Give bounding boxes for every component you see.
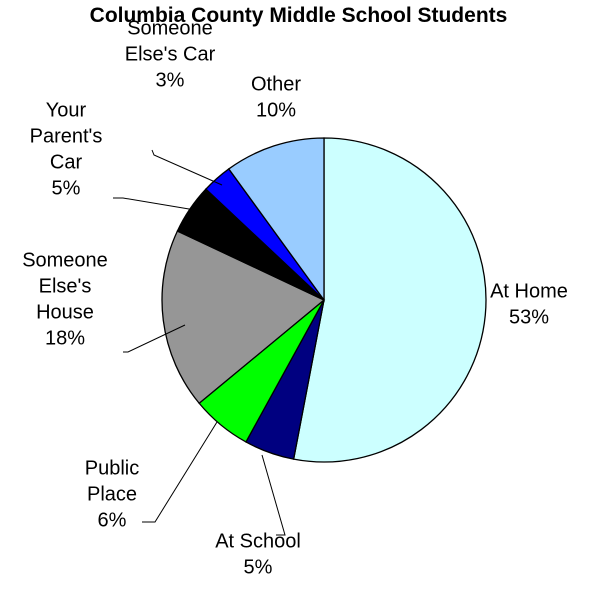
slice-label: At School 5% [215,530,301,578]
leader-line [113,198,195,210]
slice-name-label: At School [215,530,301,552]
slice-value-label: 18% [45,327,85,349]
slice-name-label: Public [85,457,139,479]
slice-label: At Home 53% [490,280,568,328]
leader-line [262,455,285,535]
slice-label: Someone Else's House 18% [22,249,108,349]
slice-name-label: Car [50,151,83,173]
leader-line [152,150,222,185]
slice-value-label: 5% [52,177,81,199]
slice-label: Public Place 6% [85,457,139,531]
slice-name-label: Someone [127,17,213,39]
slice-label: Someone Else's Car 3% [125,17,216,91]
slice-value-label: 6% [98,509,127,531]
slice-name-label: Else's Car [125,43,216,65]
slice-value-label: 10% [256,99,296,121]
slice-name-label: At Home [490,280,568,302]
slice-name-label: Someone [22,249,108,271]
slice-name-label: Your [46,99,87,121]
slice-label: Other 10% [251,73,301,121]
slice-value-label: 53% [509,306,549,328]
slice-name-label: House [36,301,94,323]
leader-line [142,422,217,522]
slice-name-label: Else's [39,275,92,297]
slice-name-label: Other [251,73,301,95]
slice-name-label: Parent's [30,125,103,147]
slice-name-label: Place [87,483,137,505]
slice-label: Your Parent's Car 5% [30,99,103,199]
slice-value-label: 5% [244,556,273,578]
slice-value-label: 3% [156,69,185,91]
